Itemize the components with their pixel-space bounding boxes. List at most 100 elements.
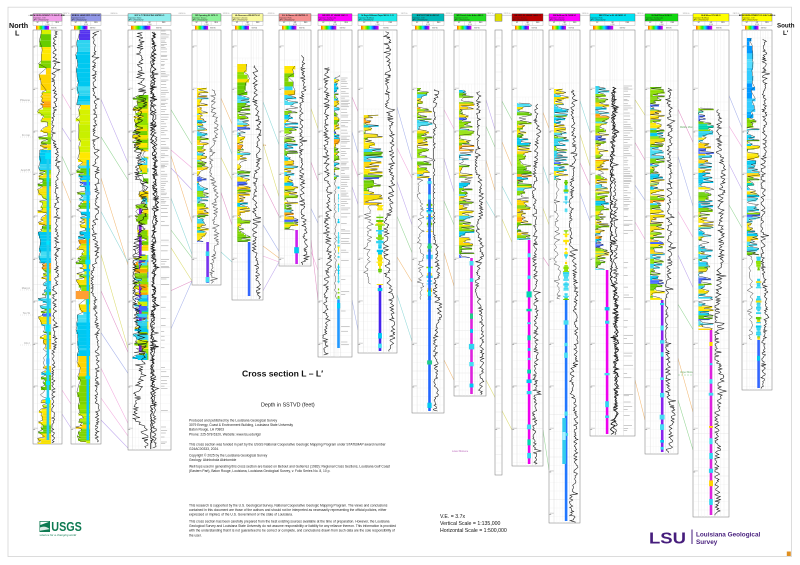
- svg-text:-3000: -3000: [550, 215, 554, 217]
- svg-text:API: 17050090232: API: 17050090232: [413, 19, 428, 22]
- svg-text:Lower Miocene: Lower Miocene: [452, 450, 469, 453]
- svg-text:Upper Miocene: Upper Miocene: [680, 371, 697, 374]
- svg-text:SSTVD: SSTVD: [716, 28, 722, 30]
- svg-text:-2000: -2000: [193, 130, 197, 132]
- svg-text:-2000: -2000: [455, 130, 459, 132]
- svg-text:-3000: -3000: [455, 215, 459, 217]
- svg-text:API: 17050050232: API: 17050050232: [233, 19, 248, 22]
- svg-text:-5500: -5500: [591, 428, 595, 430]
- svg-text:-4500: -4500: [550, 343, 554, 345]
- svg-text:-3500: -3500: [550, 258, 554, 260]
- svg-text:Middle Miocene: Middle Miocene: [680, 126, 697, 129]
- svg-text:BB EXPL SL LEASE 14402 #1: BB EXPL SL LEASE 14402 #1: [514, 14, 540, 17]
- svg-text:SSTVD: SSTVD: [531, 28, 537, 30]
- svg-text:BR EXPL ST LEASE 3041 #1: BR EXPL ST LEASE 3041 #1: [322, 14, 347, 17]
- svg-text:-2500: -2500: [413, 173, 417, 175]
- svg-text:Pliocene: Pliocene: [20, 98, 31, 102]
- svg-text:-5500: -5500: [129, 428, 133, 430]
- svg-text:GM McMoran SL 14388 #1: GM McMoran SL 14388 #1: [553, 14, 576, 17]
- svg-text:BOT & T PRODUCING UNITED #1: BOT & T PRODUCING UNITED #1: [135, 15, 165, 17]
- svg-text:GR: GR: [334, 22, 337, 24]
- svg-text:SP: SP: [36, 22, 39, 24]
- svg-text:-4000: -4000: [34, 300, 38, 302]
- svg-text:Copyright © 2025 by the Louisi: Copyright © 2025 by the Louisiana Geolog…: [189, 454, 268, 463]
- svg-text:2497 ft: 2497 ft: [63, 12, 70, 15]
- svg-text:Operator: J Oil: Operator: J Oil: [743, 16, 755, 19]
- svg-text:Tex W: Tex W: [23, 311, 31, 315]
- svg-text:-5500: -5500: [550, 428, 554, 430]
- svg-text:-2500: -2500: [694, 173, 698, 175]
- svg-text:RES: RES: [94, 22, 98, 24]
- svg-text:SSTVD: SSTVD: [620, 28, 626, 30]
- svg-text:RES: RES: [55, 22, 59, 24]
- svg-text:-1000: -1000: [280, 45, 284, 47]
- svg-text:-4500: -4500: [319, 343, 323, 345]
- svg-text:-3500: -3500: [591, 258, 595, 260]
- svg-text:-3500: -3500: [743, 258, 747, 260]
- svg-text:6094 ft: 6094 ft: [179, 12, 186, 15]
- svg-text:-1000: -1000: [193, 45, 197, 47]
- svg-text:-1500: -1500: [455, 88, 459, 90]
- svg-text:-3000: -3000: [513, 215, 517, 217]
- svg-text:RES: RES: [479, 22, 483, 24]
- svg-text:-2500: -2500: [743, 173, 747, 175]
- svg-text:-1000: -1000: [319, 45, 323, 47]
- svg-text:-2500: -2500: [72, 173, 76, 175]
- svg-text:-3000: -3000: [233, 215, 237, 217]
- svg-text:-1000: -1000: [455, 45, 459, 47]
- svg-text:-3000: -3000: [72, 215, 76, 217]
- svg-text:-1000: -1000: [646, 45, 650, 47]
- svg-text:-5500: -5500: [34, 428, 38, 430]
- svg-text:0 150: 0 150: [148, 24, 152, 26]
- svg-text:-3500: -3500: [34, 258, 38, 260]
- svg-text:Well tops used in generating t: Well tops used in generating this cross …: [189, 465, 390, 474]
- svg-text:0 150: 0 150: [709, 24, 713, 26]
- svg-text:-4500: -4500: [72, 343, 76, 345]
- svg-text:-4500: -4500: [591, 343, 595, 345]
- svg-text:SP: SP: [322, 22, 325, 24]
- svg-text:-3000: -3000: [280, 215, 284, 217]
- svg-text:4183 ft: 4183 ft: [268, 12, 275, 15]
- svg-text:BOP B ST GB SL 4501 #1: BOP B ST GB SL 4501 #1: [417, 14, 440, 17]
- svg-text:GR: GR: [85, 22, 88, 24]
- svg-text:St Regis B-Brown Paper Mill LL: St Regis B-Brown Paper Mill LL 1 #1: [361, 14, 393, 17]
- svg-text:MOBOIL LAND EXPL CO B-1 #1: MOBOIL LAND EXPL CO B-1 #1: [72, 14, 100, 17]
- svg-text:Operator: Helis: Operator: Helis: [280, 16, 292, 19]
- svg-text:SP: SP: [553, 22, 556, 24]
- svg-text:SSTVD: SSTVD: [299, 28, 305, 30]
- svg-text:GR: GR: [246, 22, 249, 24]
- svg-text:-1000: -1000: [496, 45, 500, 47]
- svg-text:-2000: -2000: [129, 130, 133, 132]
- svg-text:GR: GR: [526, 22, 529, 24]
- svg-text:GR: GR: [611, 22, 614, 24]
- svg-text:-4000: -4000: [413, 300, 417, 302]
- svg-text:0 150: 0 150: [526, 24, 530, 26]
- svg-text:-1500: -1500: [72, 88, 76, 90]
- svg-text:-2000: -2000: [550, 130, 554, 132]
- svg-text:RES: RES: [765, 22, 769, 24]
- svg-text:-2000: -2000: [591, 130, 595, 132]
- svg-text:-1000: -1000: [413, 45, 417, 47]
- svg-text:SSTVD: SSTVD: [432, 28, 438, 30]
- svg-text:SSTVD: SSTVD: [210, 28, 216, 30]
- svg-text:-5000: -5000: [550, 385, 554, 387]
- svg-text:SP: SP: [195, 22, 198, 24]
- svg-text:-5500: -5500: [646, 428, 650, 430]
- svg-text:SP: SP: [698, 22, 701, 24]
- svg-text:Operator: McMoran: Operator: McMoran: [694, 16, 710, 19]
- svg-text:-4000: -4000: [319, 300, 323, 302]
- svg-text:-4000: -4000: [591, 300, 595, 302]
- svg-text:SP: SP: [236, 22, 239, 24]
- svg-text:RES: RES: [214, 22, 218, 24]
- svg-text:GL McM Petro SL14 #1: GL McM Petro SL14 #1: [651, 14, 671, 17]
- svg-text:-4500: -4500: [513, 343, 517, 345]
- svg-text:-5000: -5000: [413, 385, 417, 387]
- svg-text:Amph B: Amph B: [21, 168, 30, 172]
- svg-text:-2500: -2500: [591, 173, 595, 175]
- svg-text:Louisiana Geological: Louisiana Geological: [696, 532, 760, 539]
- svg-text:-1500: -1500: [694, 88, 698, 90]
- svg-text:SP: SP: [516, 22, 519, 24]
- svg-text:-3500: -3500: [319, 258, 323, 260]
- svg-text:SP: SP: [283, 22, 286, 24]
- svg-text:LSU: LSU: [649, 531, 686, 548]
